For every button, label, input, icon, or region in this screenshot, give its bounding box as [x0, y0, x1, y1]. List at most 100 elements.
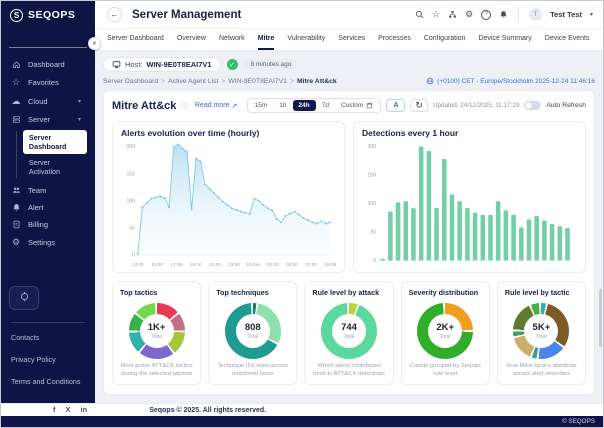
seqops-logo-icon: S: [10, 8, 23, 22]
detections-bar-chart[interactable]: 0 50 100 150 200: [362, 139, 577, 270]
mitre-panel: Mitre Att&ck ⓘ Read more ↗ 15m 1h 24h 7d: [103, 90, 595, 396]
sidebar-item-server-activation[interactable]: Server Activation: [28, 158, 61, 176]
font-size-button[interactable]: A: [386, 99, 406, 112]
circle-bar-icon: [19, 289, 30, 307]
sidebar-item-cloud[interactable]: ☁ Cloud ▾: [1, 92, 95, 111]
last-seen-badge: 8 minutes ago: [243, 59, 299, 70]
donut-card-title: Rule level by tactic: [504, 287, 570, 297]
scrollbar[interactable]: [599, 289, 602, 347]
sidebar-item-server-dashboard[interactable]: Server Dashboard: [22, 130, 87, 154]
terms-link[interactable]: Terms and Conditions: [11, 377, 81, 386]
sidebar-item-server[interactable]: Server ▾: [1, 111, 95, 128]
svg-text:07:00: 07:00: [305, 262, 317, 267]
donut-total: 744: [341, 321, 357, 333]
tab-overview[interactable]: Overview: [176, 35, 206, 42]
range-custom-button[interactable]: Custom: [335, 100, 379, 111]
severity-distribution-card: Severity distribution 2K+ Total Counts g…: [400, 280, 490, 386]
star-icon: ☆: [11, 77, 21, 87]
main-area: Server Dashboard Overview Network Mitre …: [95, 29, 603, 403]
avatar[interactable]: T: [529, 8, 543, 21]
bell-icon[interactable]: [499, 10, 508, 19]
cloud-icon: ☁: [11, 96, 21, 106]
content: Host: WIN-9E0T8EAI7V1 ✓ 8 minutes ago Se…: [95, 51, 603, 403]
range-24h-button[interactable]: 24h: [292, 100, 316, 111]
privacy-policy-link[interactable]: Privacy Policy: [11, 355, 56, 364]
breadcrumb-item[interactable]: WIN-9E0T8EAI7V1: [228, 77, 287, 85]
range-7d-button[interactable]: 7d: [321, 102, 329, 109]
copyright-text: Seqops © 2025. All rights reserved.: [149, 406, 267, 414]
refresh-button[interactable]: ↻: [410, 99, 428, 112]
collapse-sidebar-button[interactable]: «: [88, 37, 101, 50]
donut-card-title: Top techniques: [216, 287, 269, 297]
tab-mitre[interactable]: Mitre: [257, 29, 275, 50]
svg-text:15:00: 15:00: [151, 262, 163, 267]
breadcrumb-item[interactable]: Active Agent List: [168, 77, 219, 85]
tab-configuration[interactable]: Configuration: [423, 35, 466, 42]
rule-level-by-attack-donut[interactable]: 744 Total: [321, 302, 377, 359]
chevron-down-icon[interactable]: ▾: [589, 12, 593, 18]
svg-text:200: 200: [126, 144, 135, 150]
sidebar-item-dashboard[interactable]: Dashboard: [1, 56, 95, 73]
svg-text:50: 50: [370, 230, 376, 236]
sidebar-item-favorites[interactable]: ☆ Favorites: [1, 73, 95, 92]
sidebar-item-label: Team: [28, 186, 47, 195]
top-techniques-card: Top techniques 808 Total Technique IDs s…: [208, 280, 298, 386]
links-divider: [11, 322, 85, 323]
timezone-text: (+0100) CET - Europe/Stockholm 2025-12-2…: [437, 77, 595, 85]
sitemap-icon[interactable]: [448, 10, 457, 19]
sidebar-item-label: Cloud: [28, 97, 48, 106]
back-button[interactable]: ←: [107, 7, 122, 22]
top-tactics-donut[interactable]: 1K+ Total: [128, 302, 185, 359]
sidebar-item-label: Settings: [28, 238, 56, 247]
svg-text:24 Dec: 24 Dec: [246, 262, 261, 267]
facebook-icon[interactable]: f: [53, 405, 56, 415]
user-name[interactable]: Test Test: [550, 10, 582, 19]
x-icon[interactable]: X: [65, 405, 71, 415]
sidebar-item-settings[interactable]: ⚙ Settings: [1, 233, 95, 252]
tab-server-dashboard[interactable]: Server Dashboard: [107, 35, 164, 42]
sidebar-item-label: Dashboard: [28, 60, 65, 69]
linkedin-icon[interactable]: in: [80, 405, 88, 415]
tab-processes[interactable]: Processes: [378, 35, 411, 42]
range-15m-button[interactable]: 15m: [254, 102, 268, 109]
range-1h-button[interactable]: 1h: [279, 102, 287, 109]
footer-brand-bar: © SEQOPS: [1, 416, 603, 427]
chevron-down-icon: ▾: [77, 117, 81, 123]
tab-vulnerability[interactable]: Vulnerability: [287, 35, 326, 42]
contacts-link[interactable]: Contacts: [11, 333, 40, 342]
favorites-star-icon[interactable]: ☆: [432, 9, 441, 19]
detections-card: Detections every 1 hour 0 50 100 150 200: [353, 121, 586, 273]
sidebar-item-team[interactable]: Team: [1, 182, 95, 199]
logo[interactable]: S SEQOPS: [1, 1, 95, 29]
info-icon[interactable]: ⓘ: [180, 101, 188, 110]
top-techniques-donut[interactable]: 808 Total: [224, 302, 281, 359]
nav-rail: [16, 131, 17, 178]
gear-icon[interactable]: ⚙: [465, 9, 474, 19]
read-more-link[interactable]: Read more ↗: [194, 102, 238, 110]
sidebar-item-alert[interactable]: Alert: [1, 199, 95, 216]
tab-network[interactable]: Network: [219, 35, 245, 42]
donut-card-caption: Most active ATT&CK tactics during the se…: [120, 362, 193, 377]
sidebar-utility-button[interactable]: [9, 286, 39, 310]
rule-level-by-tactic-donut[interactable]: 5K+ Total: [513, 302, 570, 359]
svg-text:150: 150: [126, 171, 135, 177]
timezone-display[interactable]: (+0100) CET - Europe/Stockholm 2025-12-2…: [426, 77, 595, 85]
sidebar-item-billing[interactable]: Billing: [1, 216, 95, 233]
alerts-evolution-chart[interactable]: 0 50 100 150 200 13:00 15:00 17:00 19:00 21:00 23:…: [121, 139, 336, 270]
donut-card-title: Severity distribution: [408, 287, 479, 297]
breadcrumb-item[interactable]: Server Dashboard: [103, 77, 159, 85]
host-pill[interactable]: Host: WIN-9E0T8EAI7V1: [103, 57, 221, 72]
severity-distribution-donut[interactable]: 2K+ Total: [417, 302, 474, 359]
calendar-icon: [366, 102, 373, 109]
auto-refresh-toggle[interactable]: [524, 101, 542, 110]
svg-text:13:00: 13:00: [132, 262, 144, 267]
tab-services[interactable]: Services: [338, 35, 366, 42]
search-icon[interactable]: [415, 10, 424, 19]
tab-device-events[interactable]: Device Events: [544, 35, 590, 42]
tab-log-explorer[interactable]: Log Explorer: [603, 29, 604, 50]
help-icon[interactable]: ?: [481, 9, 492, 20]
svg-text:50: 50: [129, 225, 135, 231]
donut-total: 1K+: [147, 321, 166, 333]
tab-device-summary[interactable]: Device Summary: [478, 35, 532, 42]
svg-text:19:00: 19:00: [190, 262, 202, 267]
